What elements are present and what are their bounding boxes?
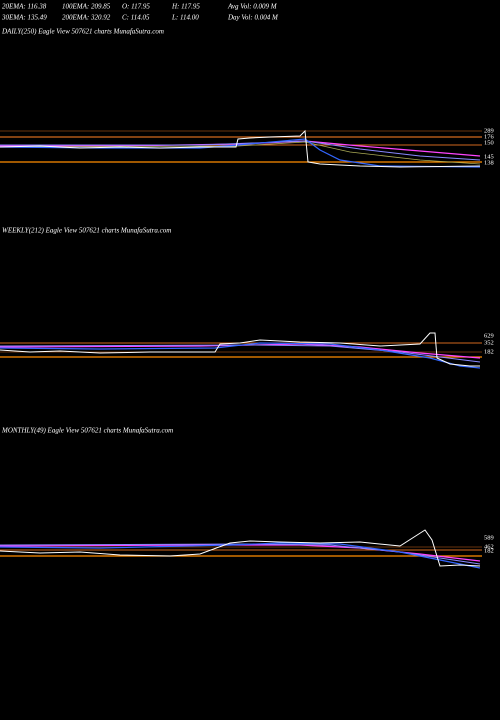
daily-chart	[0, 129, 482, 168]
header-item: Avg Vol: 0.009 M	[227, 3, 278, 11]
axis-label: 289	[484, 127, 494, 134]
panel-label: WEEKLY(212) Eagle View 507621 charts Mun…	[2, 227, 171, 235]
axis-label: 176	[484, 133, 495, 140]
header-item: L: 114.00	[171, 14, 199, 22]
panel-label: DAILY(250) Eagle View 507621 charts Muna…	[1, 28, 164, 36]
panel-label: MONTHLY(49) Eagle View 507621 charts Mun…	[1, 427, 173, 435]
header-item: 30EMA: 135.49	[1, 14, 47, 22]
axis-label: 145	[484, 153, 494, 160]
weekly-chart	[0, 332, 482, 369]
header-item: 100EMA: 209.85	[62, 3, 111, 11]
axis-label: 462	[484, 543, 494, 550]
header-item: 200EMA: 320.92	[62, 14, 111, 22]
axis-label: 589	[484, 534, 494, 541]
axis-label: 182	[484, 348, 494, 355]
axis-label: 138	[484, 159, 494, 166]
axis-label: 352	[484, 339, 494, 346]
header-item: H: 117.95	[171, 3, 200, 11]
header-item: O: 117.95	[122, 3, 150, 11]
header-item: 20EMA: 116.38	[2, 3, 47, 11]
axis-label: 182	[484, 547, 494, 554]
monthly-chart	[0, 529, 482, 569]
axis-label: 150	[484, 139, 494, 146]
axis-label: 629	[484, 332, 494, 339]
header-item: C: 114.05	[122, 14, 150, 22]
header-item: Day Vol: 0.004 M	[227, 14, 279, 22]
